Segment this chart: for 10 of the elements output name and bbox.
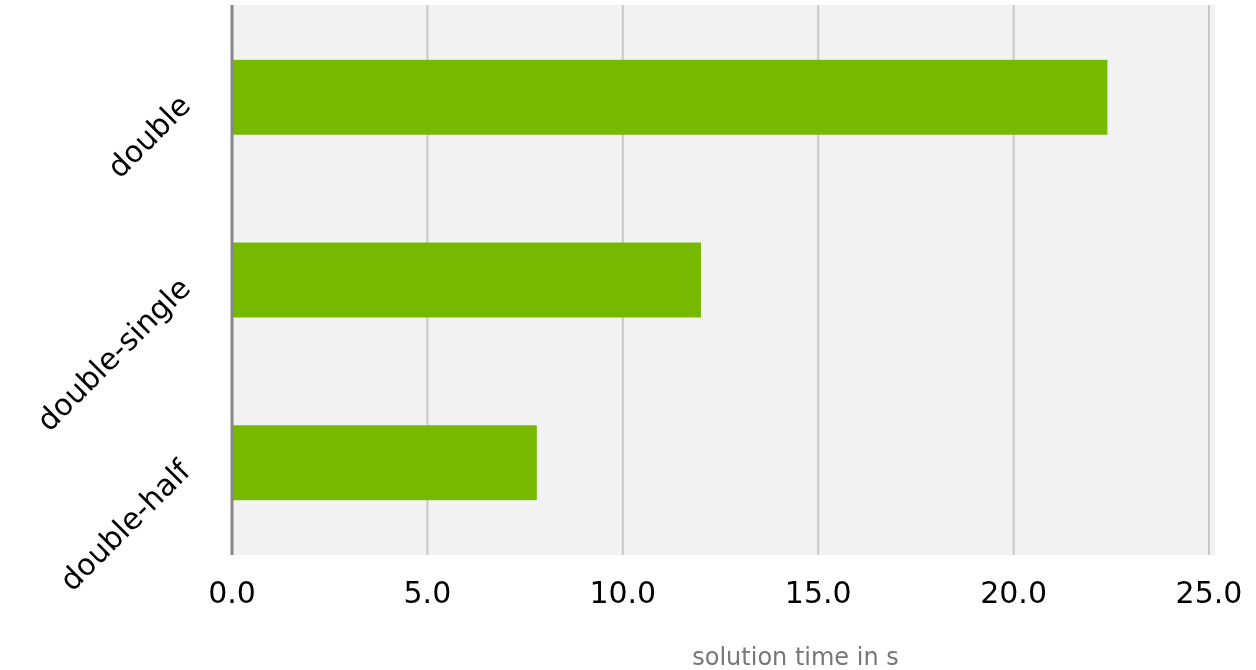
- bar: [232, 59, 1108, 135]
- x-tick-label: 5.0: [403, 575, 452, 610]
- bar: [232, 242, 701, 318]
- x-tick-label: 10.0: [589, 575, 657, 610]
- x-tick-label: 25.0: [1175, 575, 1243, 610]
- x-tick-label: 0.0: [208, 575, 256, 610]
- x-tick-label: 20.0: [980, 575, 1047, 610]
- bar: [232, 425, 537, 501]
- x-tick-label: 15.0: [784, 575, 852, 610]
- x-axis-title: solution time in s: [692, 643, 899, 670]
